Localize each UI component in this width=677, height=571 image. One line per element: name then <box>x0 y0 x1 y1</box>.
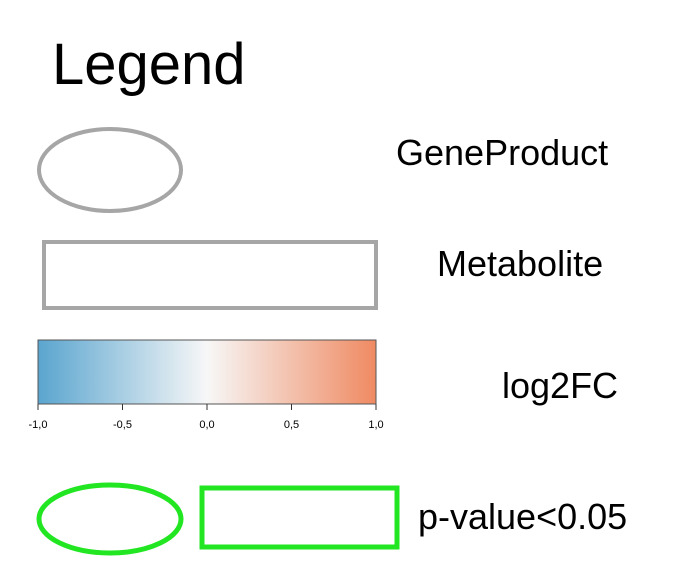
significant-ellipse <box>36 482 184 556</box>
colorbar-tick-label: 1,0 <box>368 419 383 431</box>
gene-product-label: GeneProduct <box>396 132 609 173</box>
log2fc-label: log2FC <box>502 365 619 406</box>
colorbar-tick-label: -0,5 <box>113 419 132 431</box>
legend-title: Legend <box>52 32 246 97</box>
colorbar-gradient <box>37 339 377 405</box>
colorbar-tick-label: -1,0 <box>29 419 48 431</box>
colorbar-tick-label: 0,5 <box>284 419 299 431</box>
colorbar-ticks: -1,0 -0,5 0,0 0,5 1,0 <box>29 404 384 431</box>
metabolite-rectangle <box>42 240 378 310</box>
significant-rectangle <box>199 485 400 550</box>
colorbar-tick-label: 0,0 <box>199 419 214 431</box>
pvalue-label: p-value<0.05 <box>418 496 628 537</box>
log2fc-colorbar: -1,0 -0,5 0,0 0,5 1,0 <box>29 339 384 431</box>
gene-product-ellipse <box>37 127 183 213</box>
metabolite-label: Metabolite <box>437 243 604 284</box>
